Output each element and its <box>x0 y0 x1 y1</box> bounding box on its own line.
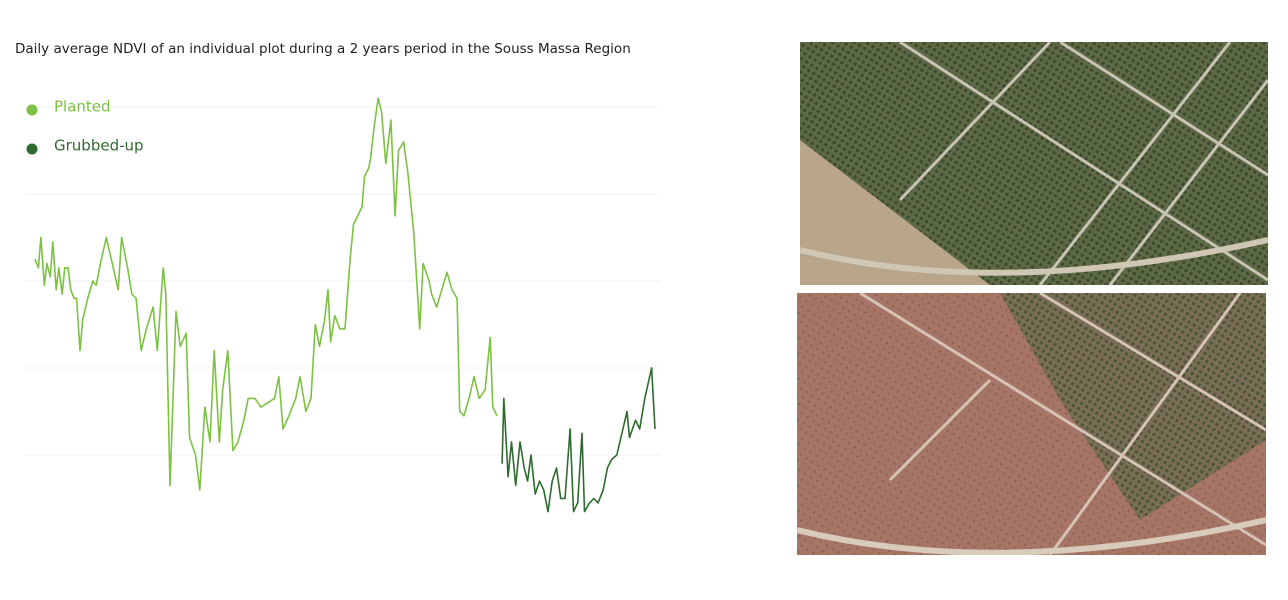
aerial-photo-grubbed <box>797 293 1266 555</box>
legend-label: Grubbed-up <box>54 137 144 155</box>
series-line <box>34 97 498 491</box>
legend-marker <box>26 143 38 155</box>
aerial-photo-planted <box>800 42 1268 285</box>
series-line <box>501 367 656 513</box>
legend-marker <box>26 104 38 116</box>
chart-title: Daily average NDVI of an individual plot… <box>15 41 631 57</box>
legend-label: Planted <box>54 98 111 116</box>
